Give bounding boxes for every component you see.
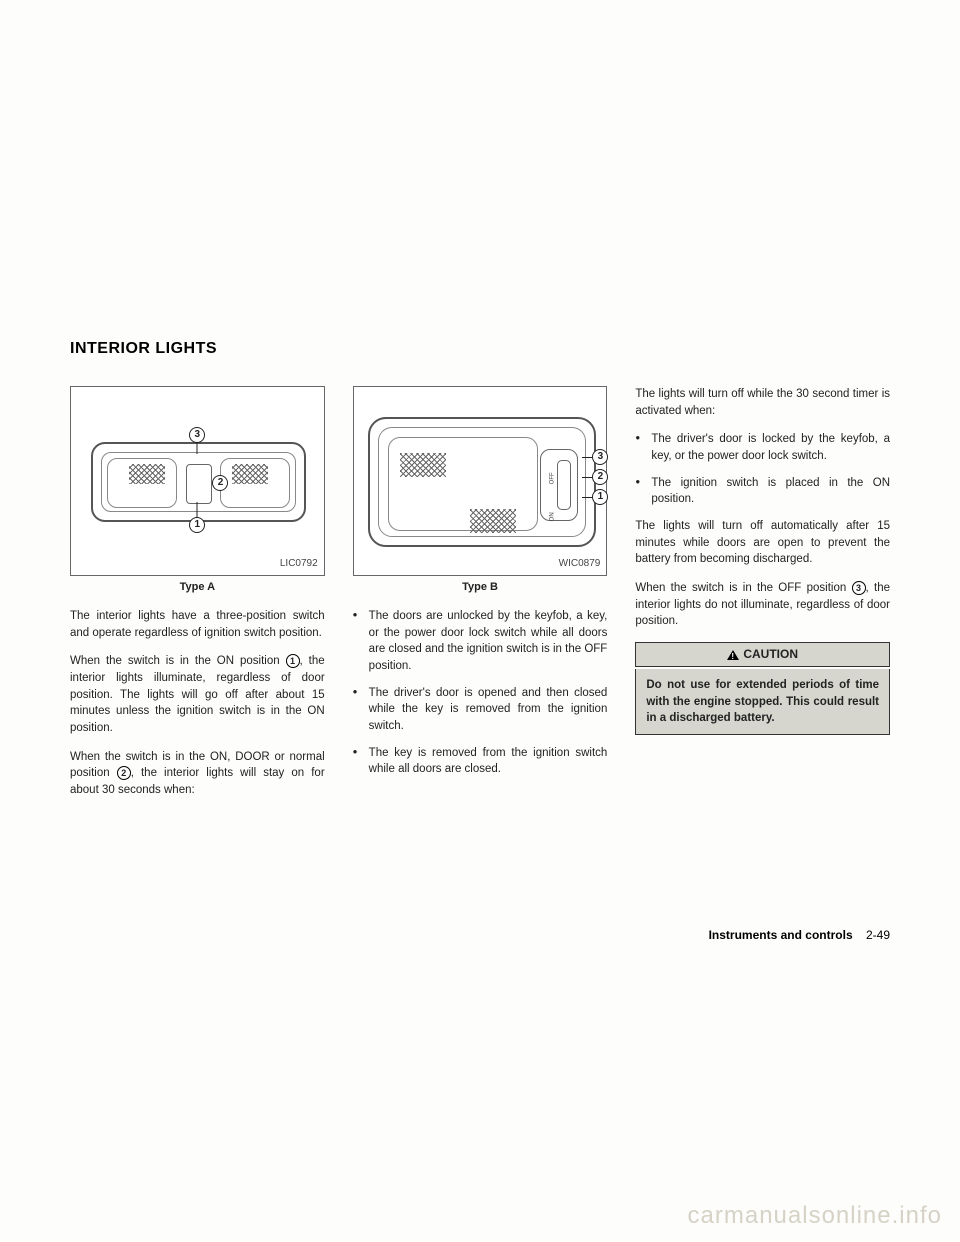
page-footer: Instruments and controls 2-49 xyxy=(709,928,890,942)
column-2: OFF ON 3 2 1 WIC0879 Type B The doors ar… xyxy=(353,386,608,811)
on-label: ON xyxy=(548,512,557,521)
bullet-list: The driver's door is locked by the keyfo… xyxy=(635,431,890,508)
callout-stem xyxy=(197,502,198,518)
column-1: 3 2 1 LIC0792 Type A The interior lights… xyxy=(70,386,325,811)
text-run: When the switch is in the OFF position xyxy=(635,582,851,594)
footer-page-number: 2-49 xyxy=(866,928,890,942)
content-columns: 3 2 1 LIC0792 Type A The interior lights… xyxy=(70,386,890,811)
callout-1: 1 xyxy=(189,517,205,533)
figure-b-caption: Type B xyxy=(353,580,608,596)
figure-id: LIC0792 xyxy=(280,557,318,572)
switch-a xyxy=(186,464,212,504)
figure-id: WIC0879 xyxy=(559,557,601,572)
callout-2: 2 xyxy=(592,469,608,485)
circled-3-icon: 3 xyxy=(852,581,866,595)
text-run: When the switch is in the ON position xyxy=(70,655,286,667)
callout-stem xyxy=(197,442,198,454)
switch-b-outer: OFF ON xyxy=(540,449,578,521)
bullet-list: The doors are unlocked by the keyfob, a … xyxy=(353,608,608,778)
callout-stem xyxy=(582,497,592,498)
circled-2-icon: 2 xyxy=(117,766,131,780)
paragraph: The lights will turn off automatically a… xyxy=(635,518,890,568)
figure-type-b: OFF ON 3 2 1 WIC0879 xyxy=(353,386,608,576)
section-heading: INTERIOR LIGHTS xyxy=(70,340,890,358)
watermark: carmanualsonline.info xyxy=(688,1202,942,1230)
list-item: The ignition switch is placed in the ON … xyxy=(635,475,890,508)
list-item: The key is removed from the ignition swi… xyxy=(353,745,608,778)
caution-title: CAUTION xyxy=(743,646,798,663)
paragraph: When the switch is in the ON position 1,… xyxy=(70,653,325,736)
list-item: The doors are unlocked by the keyfob, a … xyxy=(353,608,608,675)
paragraph: The interior lights have a three-positio… xyxy=(70,608,325,641)
manual-page: INTERIOR LIGHTS 3 2 1 LIC0792 T xyxy=(0,0,960,1242)
column-3: The lights will turn off while the 30 se… xyxy=(635,386,890,811)
caution-body: Do not use for extended periods of time … xyxy=(635,669,890,734)
callout-stem xyxy=(582,457,592,458)
list-item: The driver's door is locked by the keyfo… xyxy=(635,431,890,464)
paragraph: When the switch is in the ON, DOOR or no… xyxy=(70,749,325,799)
circled-1-icon: 1 xyxy=(286,654,300,668)
console-b-outline: OFF ON xyxy=(368,417,596,547)
callout-stem xyxy=(582,477,592,478)
hatch-decoration xyxy=(400,453,446,477)
paragraph: When the switch is in the OFF position 3… xyxy=(635,580,890,630)
hatch-decoration xyxy=(470,509,516,533)
hatch-decoration xyxy=(232,464,268,484)
figure-type-a: 3 2 1 LIC0792 xyxy=(70,386,325,576)
warning-triangle-icon xyxy=(727,650,739,660)
caution-header: CAUTION xyxy=(635,642,890,667)
list-item: The driver's door is opened and then clo… xyxy=(353,685,608,735)
off-label: OFF xyxy=(548,472,557,484)
footer-section: Instruments and controls xyxy=(709,928,853,942)
callout-1: 1 xyxy=(592,489,608,505)
figure-a-caption: Type A xyxy=(70,580,325,596)
switch-b-inner xyxy=(557,460,571,510)
hatch-decoration xyxy=(129,464,165,484)
callout-3: 3 xyxy=(592,449,608,465)
callout-3: 3 xyxy=(189,427,205,443)
console-a-outline xyxy=(91,442,306,522)
paragraph: The lights will turn off while the 30 se… xyxy=(635,386,890,419)
